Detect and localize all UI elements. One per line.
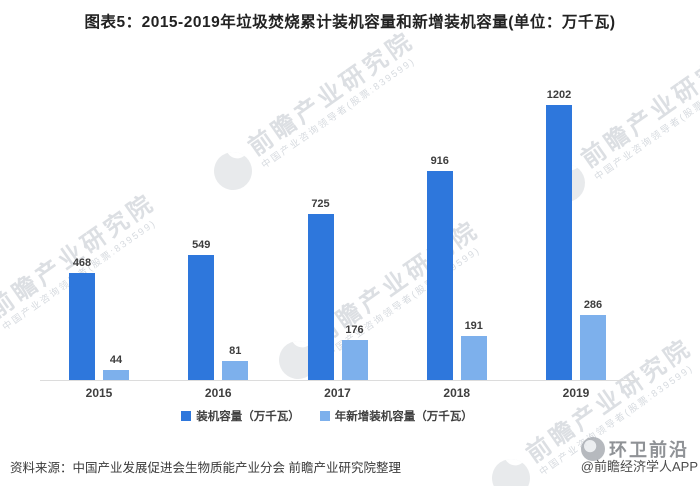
value-label: 916 xyxy=(430,155,449,167)
channel-watermark: 环卫前沿 xyxy=(581,436,689,462)
chart-legend: 装机容量（万千瓦） 年新增装机容量（万千瓦） xyxy=(0,408,654,424)
x-tick-label: 2019 xyxy=(562,386,590,400)
value-label: 549 xyxy=(192,239,211,251)
bar-2015-series2 xyxy=(103,370,129,380)
value-label: 191 xyxy=(464,320,483,332)
bar-2018-series1 xyxy=(426,171,453,380)
channel-name: 环卫前沿 xyxy=(609,440,689,460)
bar-2016-series2 xyxy=(222,361,249,380)
legend-item-series1: 装机容量（万千瓦） xyxy=(181,408,300,424)
value-label: 44 xyxy=(109,354,123,366)
credit-watermark: @前瞻经济学人APP xyxy=(580,459,698,474)
bar-group-2017: 725 176 xyxy=(307,60,368,380)
x-axis-labels: 2015 2016 2017 2018 2019 xyxy=(40,386,635,402)
x-tick-label: 2017 xyxy=(324,386,351,400)
bar-group-2018: 916 191 xyxy=(426,60,487,380)
bar-2017-series2 xyxy=(341,340,368,380)
bar-group-2019: 1202 286 xyxy=(546,60,606,380)
legend-label: 装机容量（万千瓦） xyxy=(196,411,300,423)
brand-watermark-logo-icon xyxy=(484,451,538,486)
value-label: 725 xyxy=(311,198,330,210)
channel-logo-icon xyxy=(581,437,605,461)
value-label: 468 xyxy=(72,257,92,269)
x-tick-label: 2018 xyxy=(443,386,471,400)
bar-2015-series1 xyxy=(69,273,95,380)
value-label: 286 xyxy=(583,299,603,311)
bar-group-2016: 549 81 xyxy=(188,60,249,380)
value-label: 81 xyxy=(229,345,242,357)
bar-2019-series2 xyxy=(580,315,606,380)
legend-swatch-icon xyxy=(319,411,330,421)
bar-2018-series2 xyxy=(460,336,487,380)
bar-2019-series1 xyxy=(546,105,572,380)
legend-item-series2: 年新增装机容量（万千瓦） xyxy=(319,408,473,424)
legend-label: 年新增装机容量（万千瓦） xyxy=(334,411,473,423)
bar-2017-series1 xyxy=(307,214,334,380)
chart-title: 图表5：2015-2019年垃圾焚烧累计装机容量和新增装机容量(单位：万千瓦) xyxy=(84,14,616,31)
x-tick-label: 2015 xyxy=(85,386,113,400)
bar-2016-series1 xyxy=(188,255,215,380)
bar-group-2015: 468 44 xyxy=(69,60,129,380)
legend-swatch-icon xyxy=(181,411,192,421)
x-tick-label: 2016 xyxy=(204,386,232,400)
source-note: 资料来源：中国产业发展促进会生物质能产业分会 前瞻产业研究院整理 xyxy=(10,461,401,475)
plot-area: 468 44 549 81 725 176 916 191 1202 286 xyxy=(40,60,635,381)
value-label: 1202 xyxy=(546,89,572,101)
value-label: 176 xyxy=(345,324,364,336)
